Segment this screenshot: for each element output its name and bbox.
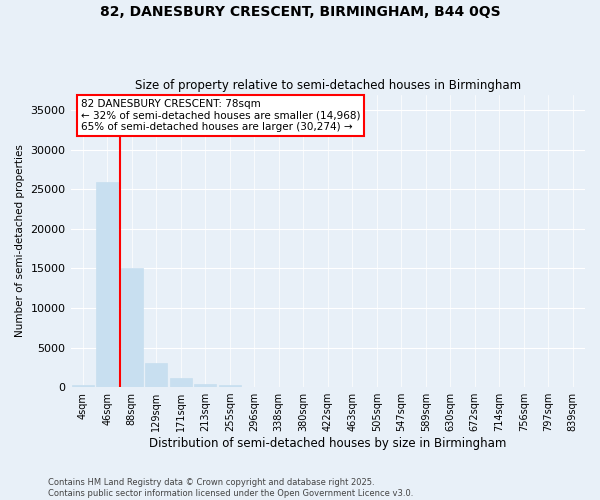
- Bar: [145, 362, 167, 387]
- Text: Contains HM Land Registry data © Crown copyright and database right 2025.
Contai: Contains HM Land Registry data © Crown c…: [48, 478, 413, 498]
- Text: 82, DANESBURY CRESCENT, BIRMINGHAM, B44 0QS: 82, DANESBURY CRESCENT, BIRMINGHAM, B44 …: [100, 5, 500, 19]
- Bar: [194, 384, 217, 387]
- Title: Size of property relative to semi-detached houses in Birmingham: Size of property relative to semi-detach…: [135, 79, 521, 92]
- Bar: [72, 385, 94, 387]
- Text: 82 DANESBURY CRESCENT: 78sqm
← 32% of semi-detached houses are smaller (14,968)
: 82 DANESBURY CRESCENT: 78sqm ← 32% of se…: [81, 99, 361, 132]
- Bar: [170, 378, 192, 387]
- Bar: [121, 268, 143, 387]
- X-axis label: Distribution of semi-detached houses by size in Birmingham: Distribution of semi-detached houses by …: [149, 437, 506, 450]
- Bar: [219, 386, 241, 387]
- Bar: [96, 182, 118, 387]
- Y-axis label: Number of semi-detached properties: Number of semi-detached properties: [15, 144, 25, 338]
